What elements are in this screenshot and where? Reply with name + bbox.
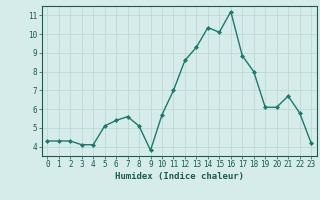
- X-axis label: Humidex (Indice chaleur): Humidex (Indice chaleur): [115, 172, 244, 181]
